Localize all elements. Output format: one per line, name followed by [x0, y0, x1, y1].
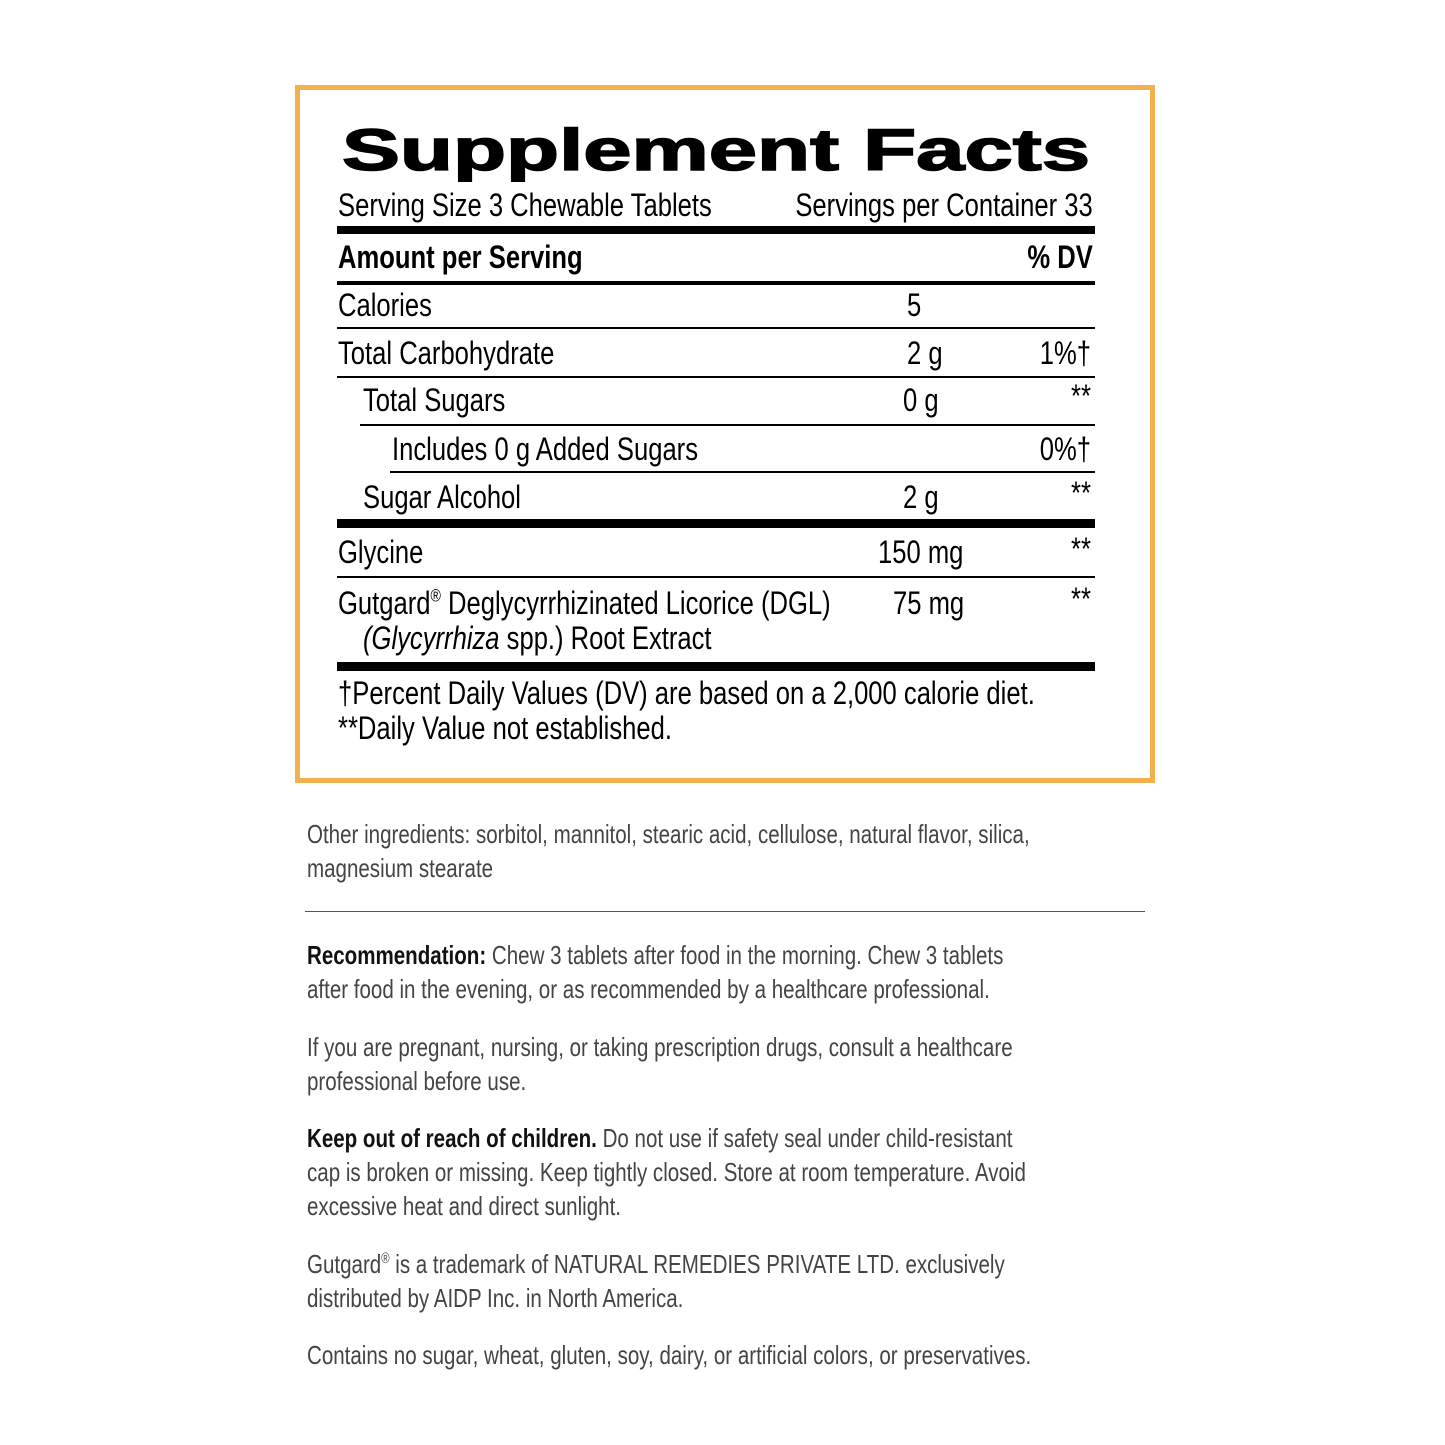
row-name-glycine: Glycine: [338, 534, 424, 570]
footnote-dv: †Percent Daily Values (DV) are based on …: [338, 675, 1035, 711]
thick-divider: [337, 226, 1095, 234]
row-name-added-sugars: Includes 0 g Added Sugars: [392, 431, 698, 467]
gutgard-name: Gutgard: [338, 585, 431, 621]
keep-away-line: excessive heat and direct sunlight.: [307, 1191, 621, 1221]
row-name-sugar-alcohol: Sugar Alcohol: [363, 479, 521, 515]
keep-away-line: Keep out of reach of children. Do not us…: [307, 1125, 1012, 1151]
other-ingredients-line: Other ingredients: sorbitol, mannitol, s…: [307, 819, 1030, 849]
trademark-line: distributed by AIDP Inc. in North Americ…: [307, 1283, 684, 1313]
recommendation-line: after food in the evening, or as recomme…: [307, 974, 990, 1004]
divider: [337, 327, 1095, 329]
keep-away-label: Keep out of reach of children.: [307, 1123, 597, 1153]
row-dv-gutgard: **: [1071, 581, 1091, 617]
pregnancy-warning-line: professional before use.: [307, 1066, 527, 1096]
divider: [360, 424, 1095, 426]
row-amount-sugar-alcohol: 2 g: [903, 479, 939, 515]
recommendation-text: Chew 3 tablets after food in the morning…: [486, 940, 1004, 970]
supplement-facts-title: Supplement Facts: [342, 118, 1091, 182]
divider: [337, 576, 1095, 578]
footnote-not-established: **Daily Value not established.: [338, 710, 672, 746]
row-dv-total-sugars: **: [1071, 378, 1091, 414]
row-name-calories: Calories: [338, 287, 432, 323]
divider: [337, 281, 1095, 285]
recommendation-line: Recommendation: Chew 3 tablets after foo…: [307, 942, 1003, 968]
row-name-gutgard-line2: (Glycyrrhiza spp.) Root Extract: [363, 622, 712, 654]
row-amount-total-sugars: 0 g: [903, 382, 939, 418]
row-amount-calories: 5: [907, 287, 922, 323]
trademark-line: Gutgard® is a trademark of NATURAL REMED…: [307, 1251, 1005, 1277]
row-dv-added-sugars: 0%†: [1039, 431, 1091, 467]
servings-per-container: Servings per Container 33: [795, 187, 1093, 223]
recommendation-label: Recommendation:: [307, 940, 487, 970]
section-divider: [305, 911, 1145, 912]
row-amount-glycine: 150 mg: [878, 534, 964, 570]
gutgard-name-rest: Deglycyrrhizinated Licorice (DGL): [440, 585, 831, 621]
keep-away-text: Do not use if safety seal under child-re…: [596, 1123, 1013, 1153]
row-name-gutgard: Gutgard® Deglycyrrhizinated Licorice (DG…: [338, 587, 831, 619]
divider: [390, 471, 1095, 473]
registered-mark: ®: [430, 585, 441, 606]
trademark-text: is a trademark of NATURAL REMEDIES PRIVA…: [389, 1249, 1005, 1279]
row-dv-total-carbohydrate: 1%†: [1039, 335, 1091, 371]
trademark-name: Gutgard: [307, 1249, 382, 1279]
row-amount-total-carbohydrate: 2 g: [907, 335, 943, 371]
row-name-total-carbohydrate: Total Carbohydrate: [338, 335, 555, 371]
latin-name: (Glycyrrhiza: [363, 620, 500, 656]
registered-mark: ®: [381, 1251, 390, 1267]
dv-header: % DV: [1027, 239, 1093, 275]
keep-away-line: cap is broken or missing. Keep tightly c…: [307, 1157, 1026, 1187]
pregnancy-warning-line: If you are pregnant, nursing, or taking …: [307, 1032, 1013, 1062]
title-text: Supplement Facts: [342, 118, 1090, 182]
row-amount-gutgard: 75 mg: [893, 585, 965, 621]
other-ingredients-line: magnesium stearate: [307, 853, 494, 883]
thick-divider: [337, 519, 1095, 528]
amount-per-serving-header: Amount per Serving: [338, 239, 583, 275]
thick-divider: [337, 662, 1095, 671]
row-name-total-sugars: Total Sugars: [363, 382, 506, 418]
divider: [337, 376, 1095, 378]
row-dv-sugar-alcohol: **: [1071, 475, 1091, 511]
row-dv-glycine: **: [1071, 531, 1091, 567]
serving-size: Serving Size 3 Chewable Tablets: [338, 187, 712, 223]
allergen-statement: Contains no sugar, wheat, gluten, soy, d…: [307, 1340, 1032, 1370]
root-extract: spp.) Root Extract: [499, 620, 712, 656]
